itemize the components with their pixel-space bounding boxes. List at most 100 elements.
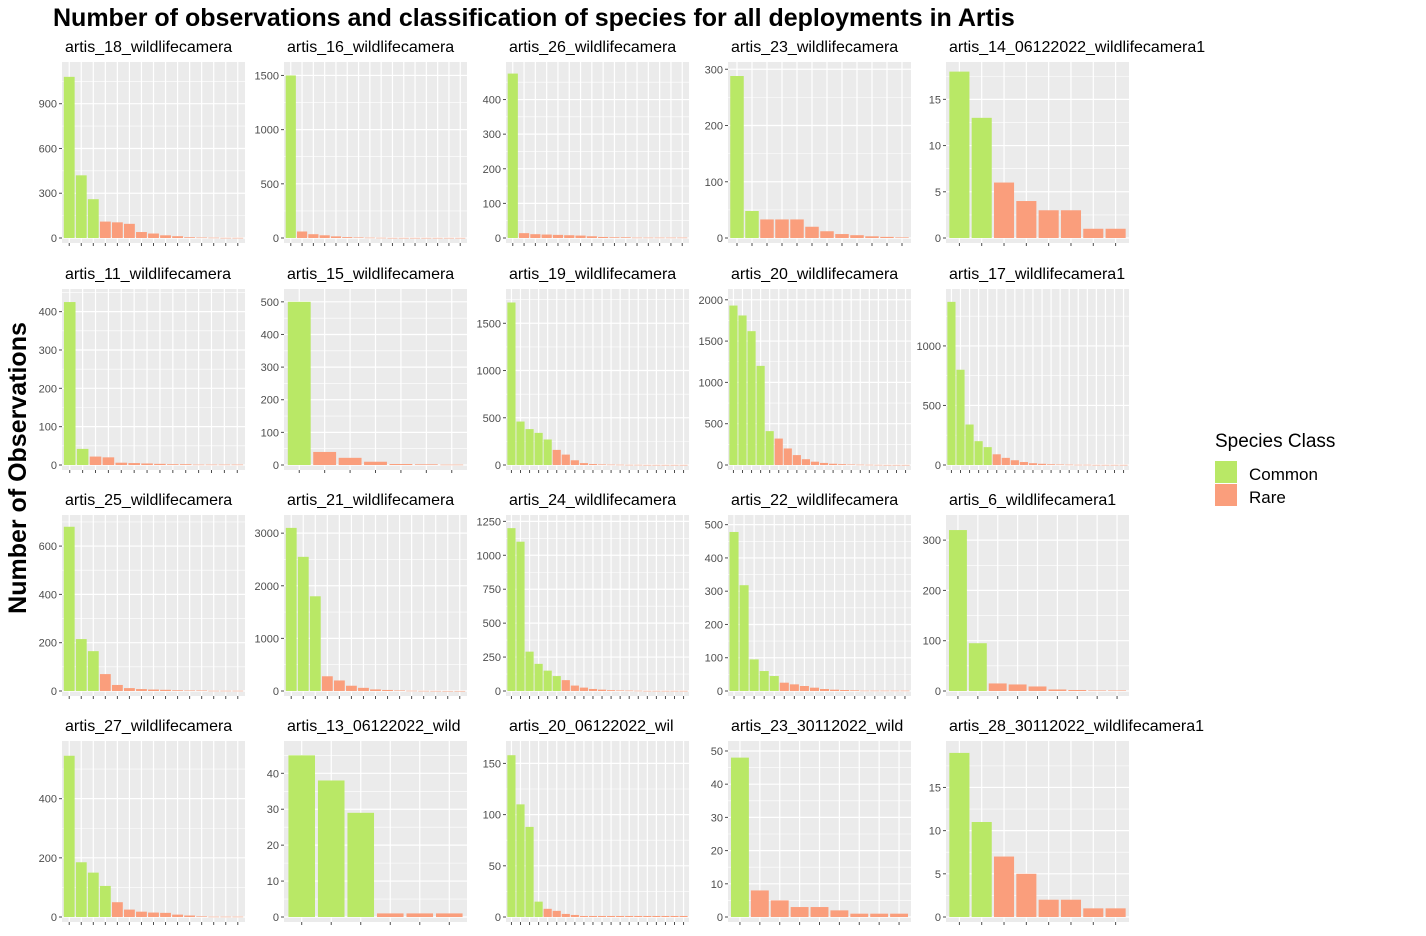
bar xyxy=(196,690,208,692)
bar xyxy=(779,682,789,691)
bar xyxy=(670,915,679,917)
bar xyxy=(880,236,894,238)
bar xyxy=(739,585,749,691)
bar xyxy=(774,438,783,465)
bar xyxy=(309,596,321,691)
bar xyxy=(625,915,634,917)
bar xyxy=(516,804,525,917)
bar xyxy=(313,451,337,465)
bar xyxy=(1088,690,1107,691)
bar xyxy=(643,690,652,692)
bar xyxy=(805,226,819,238)
bar xyxy=(507,528,516,691)
bar xyxy=(287,301,311,465)
bar xyxy=(988,683,1007,691)
bar xyxy=(860,690,870,692)
bar xyxy=(1016,201,1037,238)
y-tick-label: 15 xyxy=(929,94,941,106)
bar xyxy=(579,915,588,917)
facet-panel: artis_15_wildlifecamera 0 100 200 300 400 500 xyxy=(261,266,467,473)
bar xyxy=(801,459,810,465)
y-tick-label: 1500 xyxy=(255,70,279,82)
y-tick-label: 400 xyxy=(39,794,57,806)
bar xyxy=(789,684,799,691)
bar xyxy=(1056,464,1065,466)
bar xyxy=(440,464,464,466)
bar xyxy=(983,447,992,465)
y-tick-label: 10 xyxy=(929,141,941,153)
facet-panel: artis_14_06122022_wildlifecamera1 0 5 10 15 xyxy=(929,39,1205,246)
bar xyxy=(880,690,890,692)
bar xyxy=(679,690,688,692)
bar xyxy=(1060,210,1082,238)
bar xyxy=(829,463,838,465)
bar xyxy=(564,235,575,238)
bar xyxy=(625,690,634,692)
facet-panel: artis_21_wildlifecamera 0 1000 2000 3000 xyxy=(255,492,467,699)
bar xyxy=(552,449,561,465)
panel-title: artis_26_wildlifecamera xyxy=(509,39,676,56)
facet-panel: artis_28_30112022_wildlifecamera1 0 5 10 15 xyxy=(929,718,1204,925)
y-tick-label: 10 xyxy=(929,826,941,838)
bar xyxy=(87,872,99,917)
facet-panel: artis_19_wildlifecamera 0 500 1000 1500 xyxy=(477,266,689,473)
bar xyxy=(1060,899,1082,917)
bar xyxy=(192,464,205,466)
panel-title: artis_17_wildlifecamera1 xyxy=(949,266,1125,283)
bar xyxy=(1083,228,1104,238)
bar xyxy=(956,369,965,465)
bar xyxy=(607,915,616,917)
y-tick-label: 1000 xyxy=(699,377,723,389)
bar xyxy=(661,915,670,917)
bar xyxy=(865,464,874,466)
y-tick-label: 0 xyxy=(495,233,501,245)
bar xyxy=(1047,464,1056,465)
bar xyxy=(148,689,159,691)
y-tick-label: 300 xyxy=(705,64,723,76)
bar xyxy=(790,907,809,917)
y-tick-label: 500 xyxy=(923,400,941,412)
panel-title: artis_24_wildlifecamera xyxy=(509,492,676,509)
bar xyxy=(418,690,430,692)
bar xyxy=(75,862,87,917)
bar xyxy=(588,915,598,917)
panel-title: artis_11_wildlifecamera xyxy=(65,266,231,283)
y-tick-label: 200 xyxy=(39,383,57,395)
bar xyxy=(1083,908,1104,917)
y-tick-label: 200 xyxy=(39,638,57,650)
bar xyxy=(148,233,159,238)
y-tick-label: 600 xyxy=(39,541,57,553)
bar xyxy=(654,237,665,239)
bar xyxy=(342,237,353,238)
bar xyxy=(670,464,679,466)
facet-panel: artis_23_wildlifecamera 0 100 200 300 xyxy=(705,39,911,246)
bar xyxy=(883,464,892,466)
bar xyxy=(421,237,432,239)
bar xyxy=(75,175,87,238)
bar xyxy=(525,651,534,691)
y-tick-label: 500 xyxy=(483,413,501,425)
bar xyxy=(432,237,443,239)
bar xyxy=(790,219,804,238)
bar xyxy=(76,448,89,465)
y-tick-label: 300 xyxy=(923,535,941,547)
bar xyxy=(409,237,421,239)
bar xyxy=(208,237,220,239)
bar xyxy=(220,916,232,918)
y-tick-label: 10 xyxy=(267,876,279,888)
y-tick-label: 1250 xyxy=(477,516,501,528)
bar xyxy=(745,211,759,238)
y-tick-label: 0 xyxy=(51,460,57,472)
bar xyxy=(1110,464,1119,466)
bar xyxy=(597,689,607,691)
y-tick-label: 0 xyxy=(273,233,279,245)
bar xyxy=(63,755,75,917)
bar xyxy=(570,914,579,917)
facet-panel: artis_17_wildlifecamera1 0 500 1000 xyxy=(917,266,1129,473)
y-tick-label: 0 xyxy=(935,460,941,472)
y-tick-label: 1500 xyxy=(477,318,501,330)
bar xyxy=(414,464,438,465)
bar xyxy=(543,670,552,691)
bar xyxy=(631,237,643,239)
